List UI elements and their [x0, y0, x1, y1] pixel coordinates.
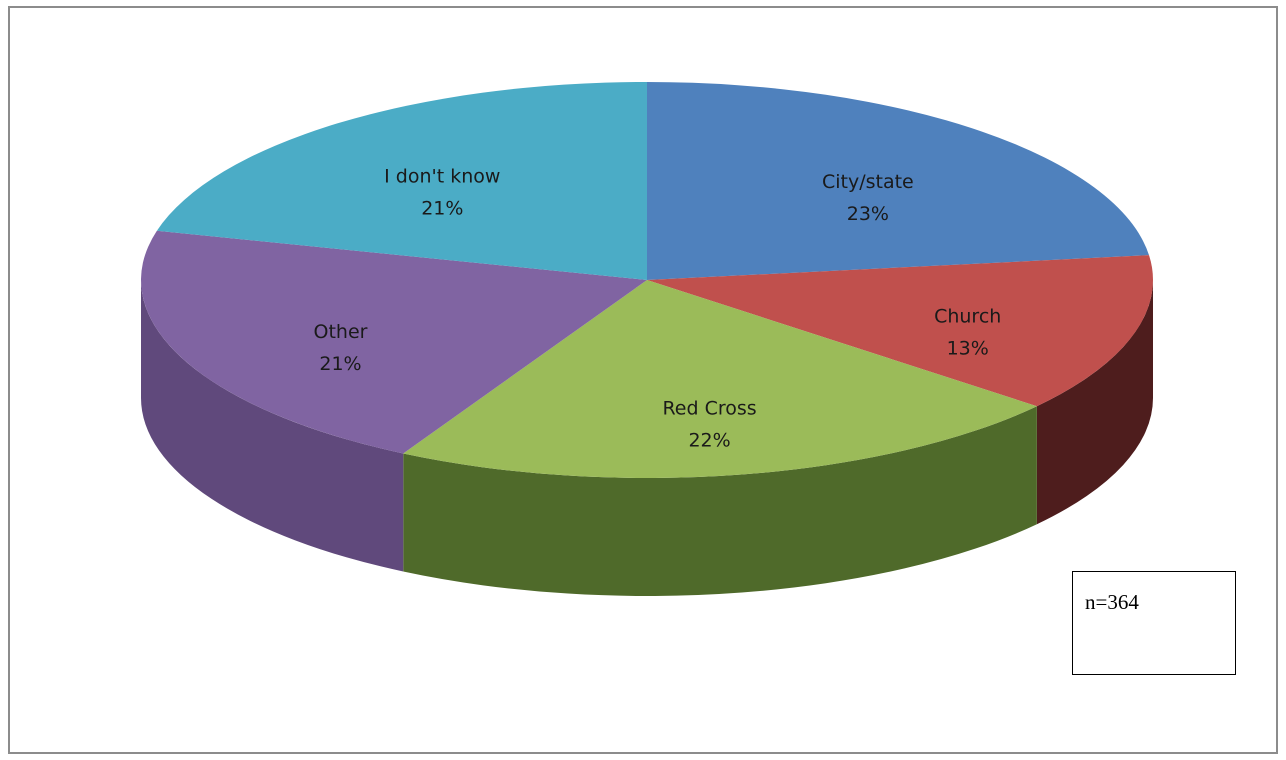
pie-slice-other — [141, 230, 647, 454]
pie-slice-red-cross — [403, 280, 1037, 479]
slice-label-other: Other — [314, 321, 368, 343]
pie-sides — [141, 280, 1153, 597]
pie-side-other — [141, 280, 404, 572]
pie-tops — [141, 82, 1153, 479]
slice-value-city-state: 23% — [847, 203, 889, 225]
pie-slice-city-state — [647, 82, 1150, 280]
sample-size-box: n=364 — [1072, 571, 1236, 675]
slice-label-church: Church — [934, 305, 1001, 327]
slice-label-city-state: City/state — [822, 171, 914, 193]
pie-slice-i-don-t-know — [156, 82, 648, 280]
slice-label-i-don-t-know: I don't know — [384, 166, 500, 188]
pie-slice-church — [647, 255, 1153, 407]
slice-value-other: 21% — [319, 353, 361, 375]
pie-labels: City/state 23% Church 13% Red Cross 22% Other 2… — [314, 166, 1002, 452]
slice-value-church: 13% — [947, 337, 989, 359]
pie-side-church — [1036, 280, 1153, 525]
pie-side-red-cross — [403, 406, 1037, 597]
slice-value-i-don-t-know: 21% — [421, 198, 463, 220]
slice-label-red-cross: Red Cross — [662, 397, 756, 419]
sample-size-note: n=364 — [1085, 590, 1139, 614]
slice-value-red-cross: 22% — [688, 429, 730, 451]
